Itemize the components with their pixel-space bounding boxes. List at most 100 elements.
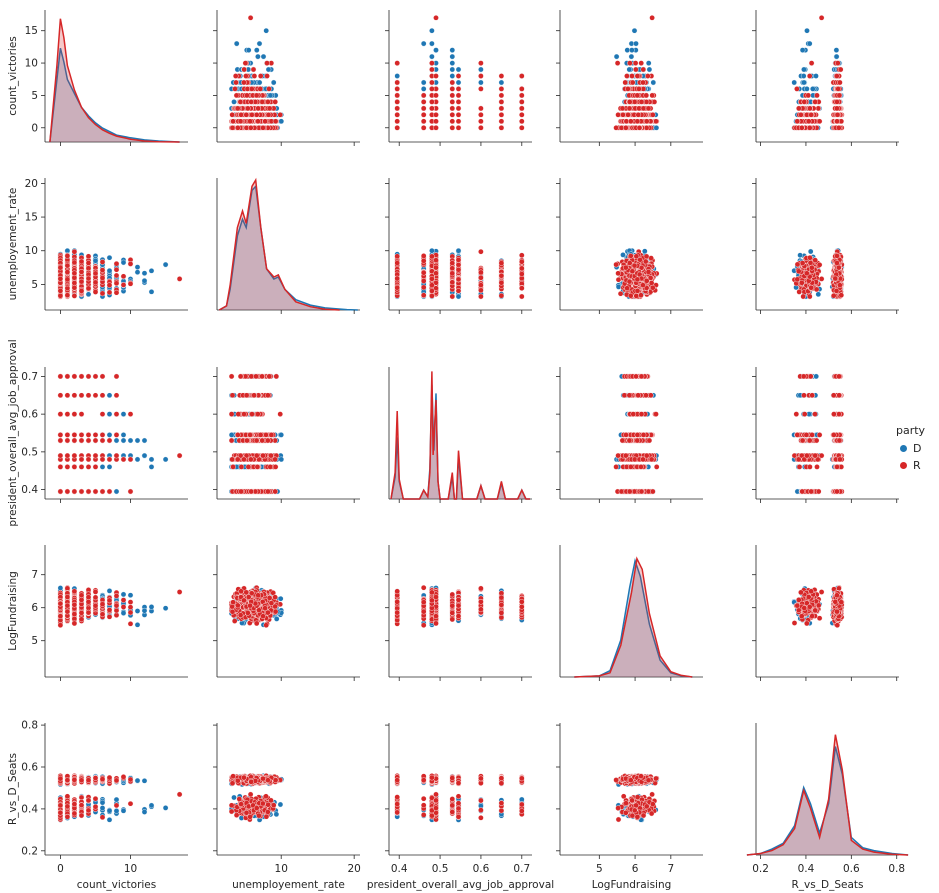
data-point-r bbox=[267, 106, 272, 111]
data-point-r bbox=[478, 61, 483, 66]
data-point-d bbox=[421, 86, 426, 91]
data-point-r bbox=[243, 73, 248, 78]
data-point-d bbox=[254, 48, 259, 53]
data-point-d bbox=[421, 41, 426, 46]
data-point-d bbox=[646, 61, 651, 66]
data-point-d bbox=[429, 54, 434, 59]
data-point-r bbox=[244, 112, 249, 117]
data-point-r bbox=[260, 99, 265, 104]
data-point-r bbox=[263, 119, 268, 124]
data-point-r bbox=[232, 86, 237, 91]
data-point-d bbox=[268, 93, 273, 98]
data-point-r bbox=[450, 80, 455, 85]
data-point-r bbox=[456, 112, 461, 117]
data-point-r bbox=[266, 86, 271, 91]
data-point-r bbox=[429, 86, 434, 91]
data-point-r bbox=[249, 112, 254, 117]
data-point-r bbox=[254, 93, 259, 98]
data-point-r bbox=[258, 73, 263, 78]
data-point-r bbox=[519, 86, 524, 91]
data-point-r bbox=[456, 125, 461, 130]
data-point-r bbox=[248, 119, 253, 124]
data-point-r bbox=[421, 125, 426, 130]
data-point-r bbox=[265, 99, 270, 104]
data-point-r bbox=[499, 119, 504, 124]
data-point-r bbox=[519, 119, 524, 124]
data-point-r bbox=[265, 73, 270, 78]
data-point-d bbox=[450, 61, 455, 66]
data-point-r bbox=[456, 93, 461, 98]
data-point-d bbox=[234, 41, 239, 46]
data-point-r bbox=[519, 99, 524, 104]
data-point-r bbox=[395, 106, 400, 111]
data-point-r bbox=[499, 106, 504, 111]
data-point-r bbox=[519, 112, 524, 117]
data-point-r bbox=[256, 106, 261, 111]
data-point-r bbox=[235, 106, 240, 111]
data-point-r bbox=[456, 119, 461, 124]
data-point-r bbox=[238, 119, 243, 124]
data-point-r bbox=[429, 61, 434, 66]
data-point-d bbox=[450, 73, 455, 78]
data-point-r bbox=[278, 112, 283, 117]
data-point-d bbox=[279, 119, 284, 124]
data-point-r bbox=[242, 67, 247, 72]
data-point-r bbox=[450, 86, 455, 91]
data-point-d bbox=[478, 80, 483, 85]
data-point-d bbox=[246, 48, 251, 53]
data-point-r bbox=[478, 119, 483, 124]
data-point-r bbox=[478, 86, 483, 91]
data-point-d bbox=[654, 125, 659, 130]
data-point-r bbox=[395, 93, 400, 98]
data-point-r bbox=[499, 99, 504, 104]
data-point-r bbox=[624, 73, 629, 78]
data-point-d bbox=[429, 28, 434, 33]
data-point-d bbox=[627, 67, 632, 72]
data-point-r bbox=[478, 112, 483, 117]
data-point-r bbox=[241, 80, 246, 85]
panel-count_victories-vs-LogFundraising bbox=[556, 10, 703, 146]
data-point-r bbox=[519, 106, 524, 111]
data-point-r bbox=[264, 61, 269, 66]
data-point-d bbox=[264, 28, 269, 33]
data-point-r bbox=[230, 125, 235, 130]
data-point-r bbox=[258, 86, 263, 91]
data-point-d bbox=[456, 80, 461, 85]
data-point-r bbox=[433, 15, 438, 20]
data-point-r bbox=[249, 86, 254, 91]
data-point-r bbox=[260, 125, 265, 130]
data-point-d bbox=[433, 48, 438, 53]
data-point-r bbox=[266, 112, 271, 117]
data-point-d bbox=[266, 67, 271, 72]
data-point-r bbox=[244, 93, 249, 98]
data-point-r bbox=[478, 106, 483, 111]
data-point-r bbox=[499, 93, 504, 98]
data-point-r bbox=[499, 112, 504, 117]
data-point-d bbox=[633, 41, 638, 46]
data-point-r bbox=[450, 99, 455, 104]
data-point-r bbox=[231, 119, 236, 124]
data-point-r bbox=[421, 93, 426, 98]
data-point-d bbox=[614, 54, 619, 59]
data-point-r bbox=[450, 112, 455, 117]
data-point-r bbox=[433, 73, 438, 78]
panel-count_victories-vs-unemployement_rate bbox=[213, 10, 360, 146]
data-point-r bbox=[238, 99, 243, 104]
data-point-r bbox=[230, 112, 235, 117]
data-point-d bbox=[257, 41, 262, 46]
panel-count_victories-vs-count_victories bbox=[41, 10, 188, 146]
data-point-r bbox=[429, 67, 434, 72]
data-point-r bbox=[273, 119, 278, 124]
data-point-r bbox=[478, 73, 483, 78]
data-point-r bbox=[251, 67, 256, 72]
data-point-r bbox=[395, 112, 400, 117]
data-point-r bbox=[255, 119, 260, 124]
data-point-r bbox=[450, 106, 455, 111]
data-point-r bbox=[245, 106, 250, 111]
data-point-r bbox=[429, 80, 434, 85]
data-point-r bbox=[519, 93, 524, 98]
data-point-r bbox=[456, 73, 461, 78]
data-point-d bbox=[450, 67, 455, 72]
data-point-r bbox=[395, 99, 400, 104]
